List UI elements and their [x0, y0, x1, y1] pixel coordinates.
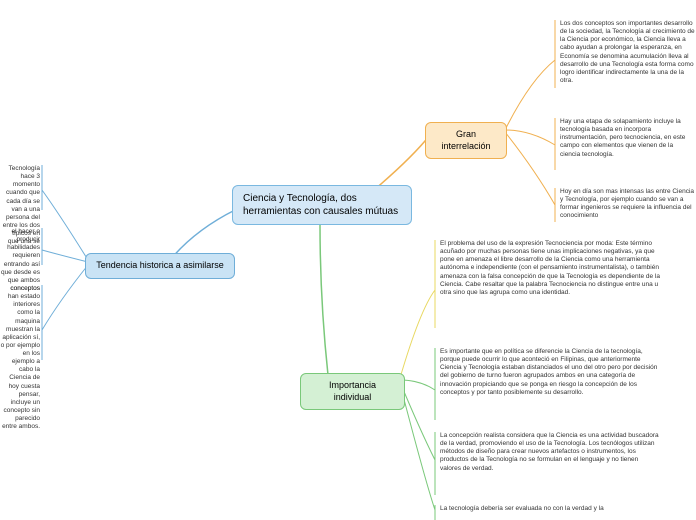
- node-tendencia: Tendencia historica a asimilarse: [85, 253, 235, 279]
- gran-text2: Hay una etapa de solapamiento incluye la…: [560, 118, 695, 159]
- node-gran: Gran interrelación: [425, 122, 507, 159]
- importancia-label: Importancia individual: [329, 380, 376, 402]
- gran-text3: Hoy en día son mas intensas las entre Ci…: [560, 188, 695, 221]
- gran-label: Gran interrelación: [441, 129, 490, 151]
- importancia-text2: Es importante que en política se diferen…: [440, 348, 660, 397]
- center-title: Ciencia y Tecnología, dos herramientas c…: [243, 193, 398, 217]
- center-node: Ciencia y Tecnología, dos herramientas c…: [232, 185, 412, 225]
- tendencia-text3: conceptos han estado interiores como la …: [0, 285, 40, 431]
- tendencia-text2: el hacer o producir habilidades requiere…: [0, 228, 40, 293]
- importancia-text1: El problema del uso de la expresión Tecn…: [440, 240, 660, 297]
- tendencia-label: Tendencia historica a asimilarse: [96, 260, 224, 270]
- node-importancia: Importancia individual: [300, 373, 405, 410]
- importancia-text4: La tecnología debería ser evaluada no co…: [440, 505, 660, 513]
- gran-text1: Los dos conceptos son importantes desarr…: [560, 20, 695, 85]
- importancia-text3: La concepción realista considera que la …: [440, 432, 660, 473]
